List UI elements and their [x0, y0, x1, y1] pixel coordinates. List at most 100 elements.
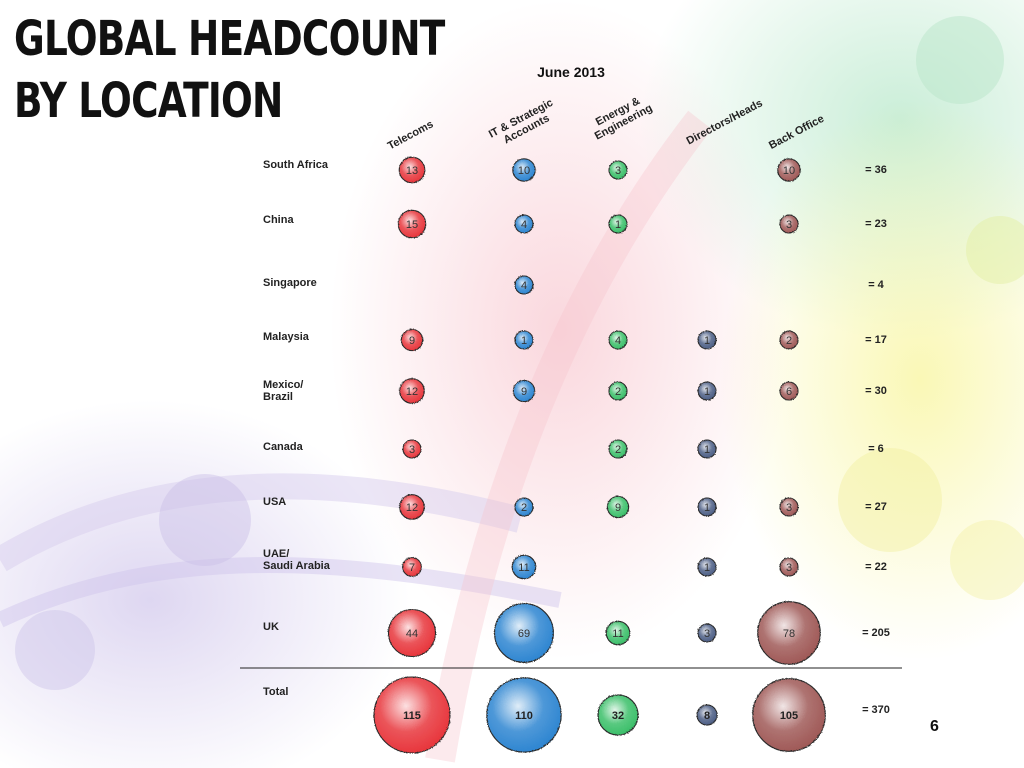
bubble-value: 13	[406, 165, 418, 177]
bubble: 3	[779, 214, 799, 234]
bubble-value: 3	[786, 562, 792, 574]
bubble: 1	[697, 330, 717, 350]
bubble-value: 1	[521, 335, 527, 347]
bubble: 105	[752, 678, 826, 752]
bubble-value: 110	[515, 710, 533, 722]
bubble: 2	[608, 439, 628, 459]
bubble-value: 3	[786, 219, 792, 231]
row-total: = 4	[868, 279, 884, 291]
row-label-5: Mexico/Brazil	[263, 379, 303, 403]
bubble-value: 32	[612, 710, 624, 722]
bubble-circle	[402, 439, 422, 459]
bubble-value: 10	[783, 165, 795, 177]
bubble-circle	[697, 381, 717, 401]
bubble-circle	[697, 497, 717, 517]
bubble-value: 12	[406, 386, 418, 398]
column-header-4: Directors/Heads	[685, 97, 765, 147]
bubble-value: 3	[615, 165, 621, 177]
bubble-value: 6	[786, 386, 792, 398]
row-label-10: Total	[263, 686, 288, 698]
bubble: 115	[373, 676, 451, 754]
column-header-2: IT & StrategicAccounts	[487, 97, 561, 151]
bubble-circle	[608, 381, 628, 401]
bubble: 3	[779, 557, 799, 577]
row-total: = 23	[865, 218, 887, 230]
bubble-value: 4	[521, 280, 527, 292]
bubble-circle	[608, 160, 628, 180]
bubble-value: 4	[521, 219, 527, 231]
bubble-value: 11	[518, 562, 529, 574]
row-total: = 17	[865, 334, 887, 346]
bubble-circle	[605, 620, 631, 646]
bubble-circle	[399, 494, 425, 520]
bubble-circle	[399, 378, 425, 404]
row-total: = 22	[865, 561, 887, 573]
slide-title-line-1: GLOBAL HEADCOUNT	[14, 11, 445, 67]
bubble-circle	[400, 328, 424, 352]
bubble-circle	[514, 497, 534, 517]
row-total: = 36	[865, 164, 887, 176]
bubble-circle	[697, 439, 717, 459]
bubble-value: 11	[612, 628, 623, 640]
bubble-value: 4	[615, 335, 621, 347]
row-total: = 30	[865, 385, 887, 397]
bubble-value: 3	[409, 444, 415, 456]
bubble-value: 1	[704, 386, 710, 398]
bubble-circle	[757, 601, 821, 665]
bubble: 1	[697, 439, 717, 459]
page-number: 6	[930, 718, 939, 735]
bubble: 4	[514, 275, 534, 295]
bubble-value: 1	[704, 562, 710, 574]
bubble-value: 105	[780, 710, 798, 722]
bubble-circle	[697, 623, 717, 643]
bubble-circle	[697, 330, 717, 350]
slide-title-line-2: BY LOCATION	[14, 73, 283, 129]
bubble: 2	[608, 381, 628, 401]
bubble: 12	[399, 494, 425, 520]
bubble: 10	[777, 158, 801, 182]
bubble-circle	[608, 439, 628, 459]
bubble: 44	[387, 608, 437, 658]
bubble: 1	[608, 214, 628, 234]
bubble-circle	[494, 603, 554, 663]
bubble-circle	[512, 158, 536, 182]
bubble-circle	[597, 694, 639, 736]
bubble: 2	[514, 497, 534, 517]
bubble: 3	[608, 160, 628, 180]
bubble-value: 9	[521, 386, 527, 398]
bubble: 11	[605, 620, 631, 646]
row-total: = 370	[862, 704, 890, 716]
bubble-value: 44	[406, 628, 418, 640]
bubble-circle	[697, 557, 717, 577]
bubble-circle	[402, 557, 422, 577]
bubble-circle	[514, 330, 534, 350]
row-total: = 27	[865, 501, 887, 513]
bubble-value: 69	[518, 628, 530, 640]
bubble: 1	[697, 497, 717, 517]
bubble-circle	[486, 677, 562, 753]
bubble-circle	[512, 379, 536, 403]
bubble: 11	[511, 554, 537, 580]
bubble-value: 115	[403, 710, 421, 722]
bubble-circle	[398, 156, 426, 184]
column-header-3: Energy &Engineering	[587, 92, 654, 143]
bubble: 3	[697, 623, 717, 643]
row-label-2: China	[263, 214, 294, 226]
bubble-value: 8	[704, 710, 710, 722]
row-label-7: USA	[263, 496, 286, 508]
bubble-value: 1	[704, 444, 710, 456]
bubble-circle	[752, 678, 826, 752]
bubble-circle	[779, 497, 799, 517]
row-label-9: UK	[263, 621, 279, 633]
row-label-1: South Africa	[263, 159, 329, 171]
bubble-circle	[779, 330, 799, 350]
bubble-value: 10	[518, 165, 530, 177]
bubble: 2	[779, 330, 799, 350]
row-total: = 6	[868, 443, 884, 455]
row-label-6: Canada	[263, 441, 304, 453]
bubble-value: 1	[704, 335, 710, 347]
bubble: 13	[398, 156, 426, 184]
bubble: 4	[608, 330, 628, 350]
bubble: 4	[514, 214, 534, 234]
